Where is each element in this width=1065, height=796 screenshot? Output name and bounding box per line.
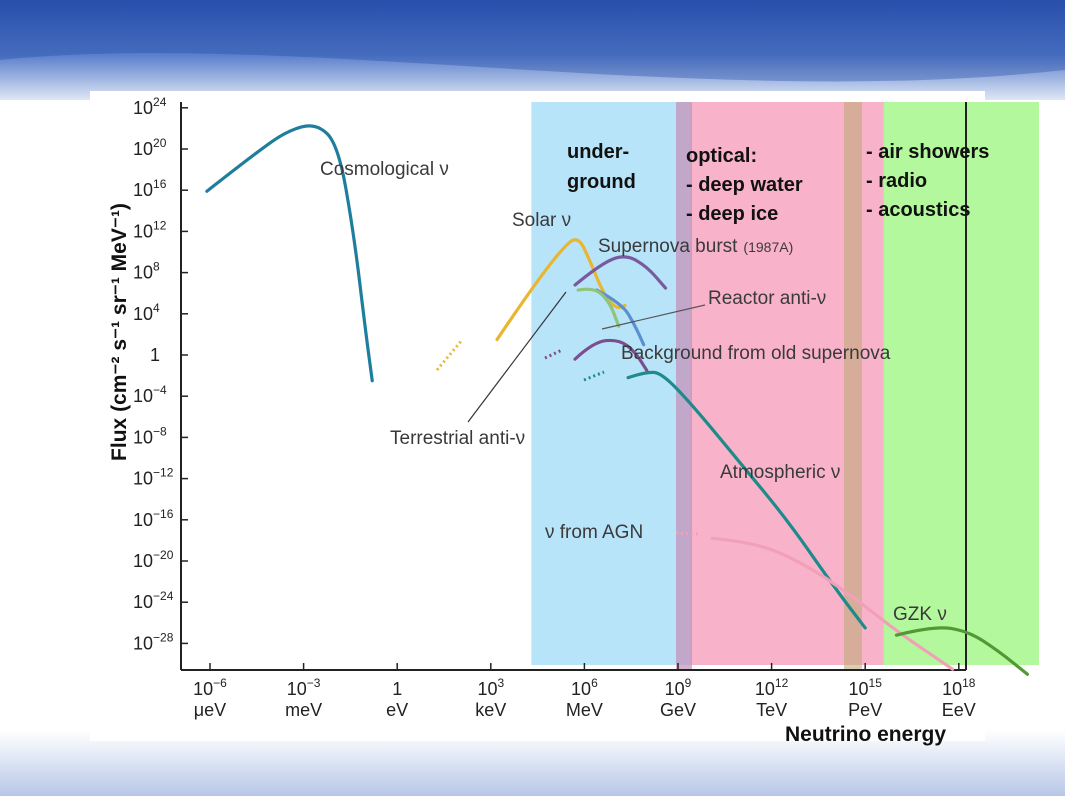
series-cosmological bbox=[205, 124, 374, 383]
x-tick-label: 1018 bbox=[942, 676, 976, 699]
y-tick-label: 10−8 bbox=[133, 424, 167, 447]
series-from-agn bbox=[710, 536, 955, 671]
svg-text:under-: under- bbox=[567, 141, 629, 163]
y-tick-label: 10−24 bbox=[133, 589, 174, 612]
band-label-radio: - air showers - radio - acoustics bbox=[866, 141, 989, 221]
y-tick-label: 10−16 bbox=[133, 507, 174, 530]
series-gzk bbox=[894, 626, 1030, 676]
x-tick-unit: MeV bbox=[566, 700, 603, 720]
x-tick-unit: PeV bbox=[848, 700, 882, 720]
x-tick-label: 1015 bbox=[849, 676, 883, 699]
series-reactor-anti bbox=[595, 288, 646, 347]
series-atmospheric bbox=[626, 370, 867, 630]
series-atmospheric-tail bbox=[583, 370, 605, 382]
x-axis-title: Neutrino energy bbox=[785, 723, 946, 746]
label-background-from-old-supernova: Background from old supernova bbox=[621, 343, 891, 364]
y-tick-label: 1012 bbox=[133, 218, 167, 241]
y-tick-label: 1016 bbox=[133, 177, 167, 200]
x-tick-label: 10−3 bbox=[287, 676, 321, 699]
series-supernova-burst bbox=[573, 255, 668, 290]
band-radio bbox=[883, 102, 1039, 665]
y-tick-label: 104 bbox=[133, 301, 160, 324]
y-tick-label: 10−12 bbox=[133, 466, 174, 489]
svg-text:ground: ground bbox=[567, 171, 636, 193]
series-solar bbox=[495, 238, 627, 342]
label-reactor-anti: Reactor anti-ν bbox=[708, 288, 826, 309]
label-supernova-burst: Supernova burst (1987A) bbox=[598, 236, 793, 257]
band-label-underground: under- ground bbox=[567, 141, 636, 193]
series-background-from-old-supernova bbox=[573, 338, 649, 373]
x-tick-label: 10−6 bbox=[193, 676, 227, 699]
x-tick-unit: TeV bbox=[756, 700, 787, 720]
y-tick-label: 1020 bbox=[133, 136, 167, 159]
svg-text:- deep water: - deep water bbox=[686, 174, 803, 196]
x-tick-label: 109 bbox=[665, 676, 692, 699]
x-tick-label: 1 bbox=[392, 679, 402, 699]
label-from-agn: ν from AGN bbox=[545, 522, 643, 543]
x-tick-unit: EeV bbox=[942, 700, 976, 720]
band-overlap-1 bbox=[676, 102, 692, 670]
plot-frame bbox=[180, 102, 967, 671]
label-cosmological: Cosmological ν bbox=[320, 159, 449, 180]
x-tick-unit: eV bbox=[386, 700, 408, 720]
label-terrestrial-anti: Terrestrial anti-ν bbox=[390, 428, 525, 449]
leader-terrestrial bbox=[467, 291, 567, 423]
svg-text:- air showers: - air showers bbox=[866, 141, 989, 163]
x-tick-label: 1012 bbox=[755, 676, 789, 699]
label-atmospheric: Atmospheric ν bbox=[720, 462, 840, 483]
x-tick-unit: μeV bbox=[194, 700, 226, 720]
svg-text:optical:: optical: bbox=[686, 145, 757, 167]
x-tick-unit: GeV bbox=[660, 700, 696, 720]
x-tick-unit: meV bbox=[285, 700, 322, 720]
band-overlap-2 bbox=[844, 102, 862, 670]
x-tick-label: 106 bbox=[571, 676, 598, 699]
series-agn-tail bbox=[675, 531, 701, 536]
label-solar: Solar ν bbox=[512, 210, 571, 231]
band-underground bbox=[531, 102, 691, 665]
x-tick-label: 103 bbox=[477, 676, 504, 699]
slide-header-band bbox=[0, 0, 1065, 100]
series-terrestrial-anti bbox=[576, 287, 621, 328]
series-solar-tail bbox=[435, 339, 464, 371]
y-tick-label: 10−4 bbox=[133, 383, 167, 406]
y-axis-ticks: 1024 1020 1016 1012 108 104 1 10−4 10−8 10−12 10−1… bbox=[133, 95, 174, 654]
x-tick-unit: keV bbox=[475, 700, 506, 720]
y-axis-title: Flux (cm⁻² s⁻¹ sr⁻¹ MeV⁻¹) bbox=[108, 203, 131, 461]
svg-text:- radio: - radio bbox=[866, 170, 927, 192]
series-annotations: Cosmological ν Solar ν Supernova burst (198… bbox=[320, 159, 947, 625]
label-gzk: GZK ν bbox=[893, 604, 947, 625]
y-tick-label: 10−28 bbox=[133, 630, 174, 653]
y-tick-label: 1024 bbox=[133, 95, 167, 118]
series-background-tail bbox=[544, 348, 563, 360]
band-label-optical: optical: - deep water - deep ice bbox=[686, 145, 803, 225]
detection-bands bbox=[531, 102, 1039, 670]
leader-reactor bbox=[601, 304, 706, 330]
svg-text:- acoustics: - acoustics bbox=[866, 199, 970, 221]
flux-series bbox=[205, 124, 1030, 676]
y-tick-label: 108 bbox=[133, 260, 160, 283]
svg-text:- deep ice: - deep ice bbox=[686, 203, 778, 225]
y-tick-label: 10−20 bbox=[133, 548, 174, 571]
y-tick-label: 1 bbox=[150, 345, 160, 365]
